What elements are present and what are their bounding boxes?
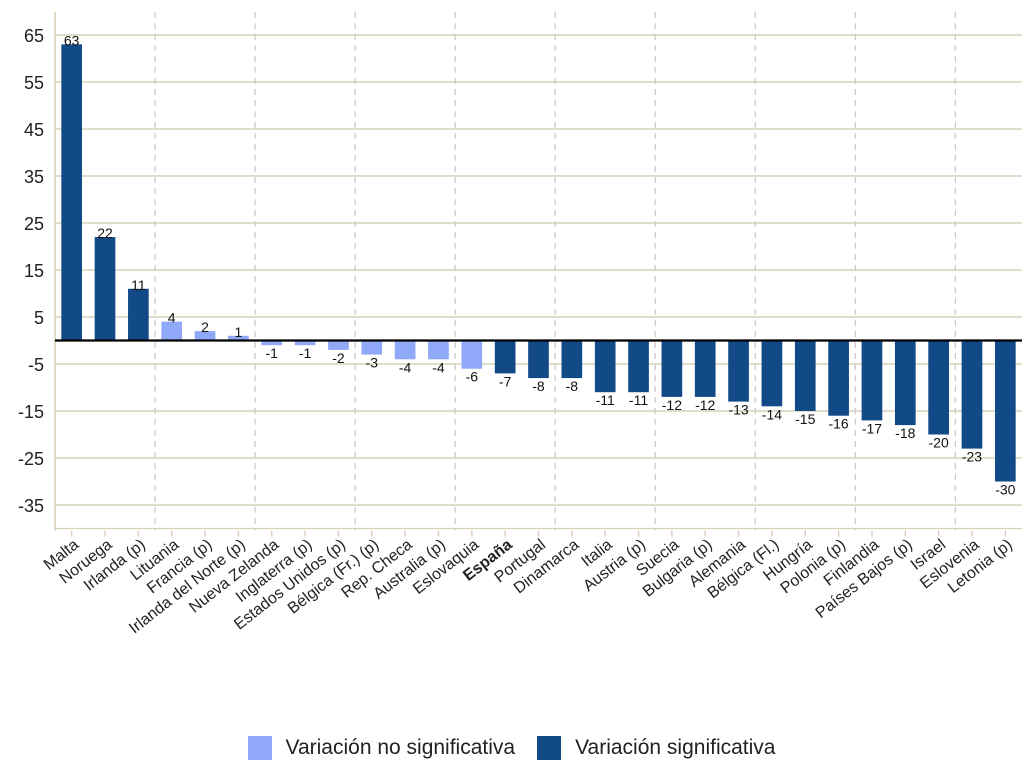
- bar: [61, 44, 83, 341]
- y-tick-label: -25: [18, 449, 44, 469]
- data-label: -8: [532, 378, 545, 394]
- data-label: 1: [234, 324, 242, 340]
- data-label: -1: [299, 345, 312, 361]
- bar-chart: 6555453525155-5-15-25-3563Malta22Noruega…: [18, 12, 1022, 637]
- bar: [161, 321, 183, 341]
- bar: [761, 340, 783, 407]
- bar: [728, 340, 749, 402]
- legend-swatch-significant: [537, 736, 562, 760]
- bar: [828, 340, 849, 416]
- data-label: 22: [97, 225, 113, 241]
- bar: [594, 340, 616, 393]
- y-tick-label: 35: [24, 167, 44, 187]
- bar: [961, 340, 983, 449]
- data-label: -13: [728, 402, 748, 418]
- bar: [561, 340, 583, 379]
- legend-label-non-significant: Variación no significativa: [285, 736, 516, 759]
- bar: [294, 340, 316, 346]
- bar: [694, 340, 716, 397]
- data-label: -1: [266, 345, 279, 361]
- y-tick-label: 5: [34, 308, 44, 328]
- bar: [661, 340, 683, 397]
- bar: [894, 340, 916, 426]
- data-label: -16: [828, 416, 848, 432]
- data-label: -30: [995, 482, 1015, 498]
- y-tick-label: -35: [18, 496, 44, 516]
- data-label: -14: [762, 406, 782, 422]
- data-label: -7: [499, 373, 512, 389]
- y-tick-label: -15: [18, 402, 44, 422]
- bar: [228, 335, 249, 341]
- data-label: -23: [962, 449, 982, 465]
- legend-swatch-non-significant: [247, 736, 272, 760]
- data-label: 4: [168, 310, 176, 326]
- bar: [794, 340, 816, 411]
- bar: [428, 340, 449, 360]
- bar: [861, 340, 883, 421]
- bar: [628, 340, 649, 393]
- data-label: -18: [895, 425, 915, 441]
- data-label: -2: [332, 350, 345, 366]
- data-label: -11: [596, 392, 615, 408]
- legend-label-significant: Variación significativa: [575, 736, 776, 759]
- data-label: -20: [929, 435, 949, 451]
- bar: [494, 340, 516, 374]
- y-tick-label: 45: [24, 120, 44, 140]
- data-label: -12: [662, 397, 682, 413]
- bar: [394, 340, 416, 360]
- data-label: -12: [695, 397, 715, 413]
- data-label: -3: [366, 355, 379, 371]
- bar: [328, 340, 349, 350]
- data-label: -11: [629, 392, 648, 408]
- data-label: -15: [795, 411, 815, 427]
- bar: [994, 340, 1016, 482]
- bar: [928, 340, 949, 435]
- bar: [528, 340, 549, 379]
- data-label: -6: [466, 369, 479, 385]
- y-tick-label: -5: [28, 355, 44, 375]
- y-tick-label: 25: [24, 214, 44, 234]
- data-label: -17: [862, 420, 882, 436]
- data-label: 11: [131, 277, 146, 293]
- y-tick-label: 55: [24, 73, 44, 93]
- data-label: -4: [399, 359, 412, 375]
- data-label: 63: [64, 32, 80, 48]
- chart-legend: Variación no significativa Variación sig…: [0, 735, 1023, 761]
- bar: [194, 331, 216, 341]
- bar: [128, 288, 149, 341]
- y-tick-label: 15: [24, 261, 44, 281]
- data-label: -8: [566, 378, 579, 394]
- bar: [261, 340, 283, 346]
- data-label: -4: [432, 359, 445, 375]
- bar: [361, 340, 383, 355]
- bar: [461, 340, 483, 369]
- bar: [94, 237, 116, 341]
- legend-item-significant: Variación significativa: [537, 736, 775, 760]
- legend-item-non-significant: Variación no significativa: [247, 736, 516, 760]
- data-label: 2: [201, 319, 209, 335]
- y-tick-label: 65: [24, 26, 44, 46]
